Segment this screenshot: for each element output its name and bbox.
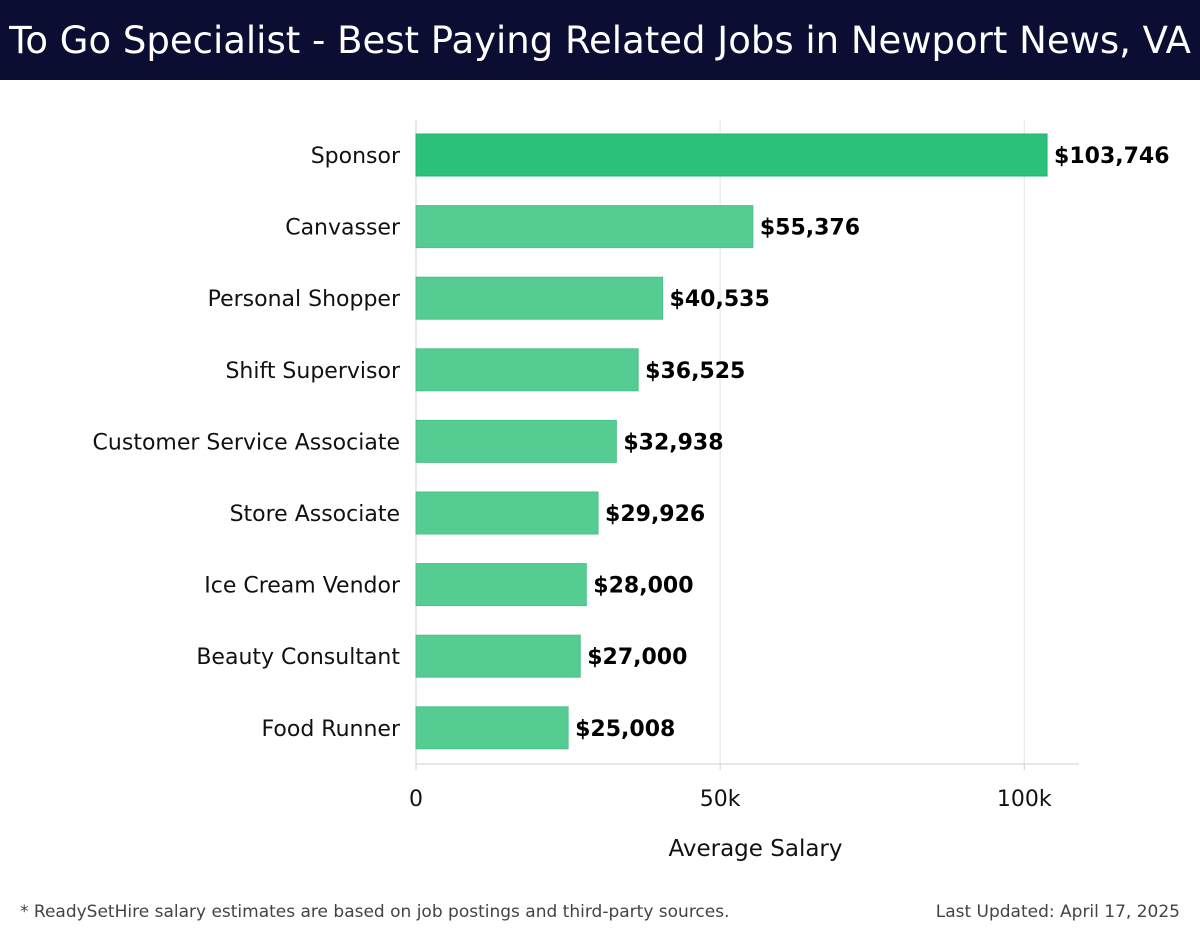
category-label: Personal Shopper	[208, 287, 401, 312]
bar-8	[415, 706, 569, 750]
x-tick-label: 0	[409, 787, 423, 812]
bar-5	[415, 491, 599, 535]
value-label: $28,000	[593, 574, 693, 599]
category-label: Beauty Consultant	[196, 645, 400, 670]
last-updated-date: Last Updated: April 17, 2025	[935, 902, 1180, 922]
bar-4	[415, 419, 617, 463]
value-label: $29,926	[605, 502, 705, 527]
value-label: $36,525	[645, 359, 745, 384]
bar-6	[415, 563, 587, 607]
category-label: Food Runner	[262, 717, 401, 742]
bar-0	[415, 133, 1048, 177]
bar-7	[415, 634, 581, 678]
category-label: Customer Service Associate	[93, 430, 400, 455]
bar-3	[415, 348, 639, 392]
x-tick-label: 100k	[997, 787, 1052, 812]
bar-2	[415, 276, 664, 320]
salary-bar-chart: 0 50k 100k Average Salary Sponsor $103,746 Can…	[93, 120, 1170, 862]
x-axis-title: Average Salary	[668, 836, 842, 862]
page-title: To Go Specialist - Best Paying Related J…	[9, 18, 1191, 62]
x-tick-label: 50k	[700, 787, 741, 812]
category-label: Ice Cream Vendor	[204, 574, 401, 599]
bar-1	[415, 205, 754, 249]
value-label: $25,008	[575, 717, 675, 742]
value-label: $55,376	[760, 216, 860, 241]
value-label: $40,535	[670, 287, 770, 312]
value-label: $27,000	[587, 645, 687, 670]
value-label: $32,938	[623, 430, 723, 455]
footer-disclaimer: * ReadySetHire salary estimates are base…	[20, 902, 730, 922]
category-label: Canvasser	[285, 216, 401, 241]
header-banner: To Go Specialist - Best Paying Related J…	[0, 0, 1200, 80]
category-label: Sponsor	[311, 144, 401, 169]
category-label: Shift Supervisor	[225, 359, 401, 384]
category-label: Store Associate	[230, 502, 400, 527]
value-label: $103,746	[1054, 144, 1170, 169]
